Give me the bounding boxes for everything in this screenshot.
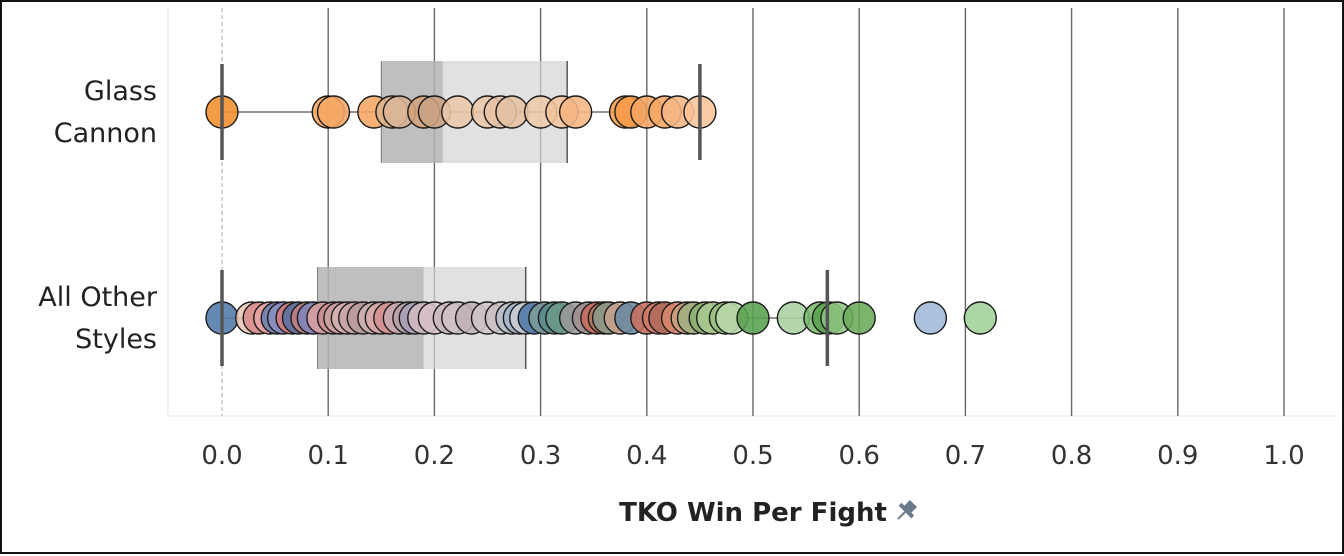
pin-icon[interactable] [892, 497, 920, 525]
x-tick-label-0.8: 0.8 [1051, 441, 1092, 471]
x-tick-label-0.4: 0.4 [626, 441, 667, 471]
x-tick-label-0.5: 0.5 [732, 441, 773, 471]
x-tick-label-0.3: 0.3 [520, 441, 561, 471]
pin-base [898, 502, 915, 519]
row-label-1-line-1: Styles [75, 324, 157, 355]
row-label-0-line-0: Glass [84, 76, 157, 107]
x-tick-label-0.9: 0.9 [1157, 441, 1198, 471]
x-tick-label-1.0: 1.0 [1263, 441, 1304, 471]
pin-needle [897, 511, 906, 520]
data-point-0-2[interactable] [316, 95, 351, 129]
data-point-1-59[interactable] [913, 301, 948, 335]
x-tick-label-0.7: 0.7 [945, 441, 986, 471]
data-point-0-14[interactable] [558, 95, 593, 129]
x-tick-label-0.2: 0.2 [414, 441, 455, 471]
pin-head [903, 499, 918, 514]
data-point-1-60[interactable] [963, 301, 997, 335]
x-tick-label-0.6: 0.6 [839, 441, 880, 471]
x-axis-title: TKO Win Per Fight [619, 498, 887, 528]
data-point-0-11[interactable] [495, 95, 529, 129]
x-tick-label-0.1: 0.1 [308, 441, 349, 471]
data-point-0-8[interactable] [441, 95, 475, 129]
data-point-1-53[interactable] [736, 301, 770, 335]
row-label-1-line-0: All Other [38, 282, 158, 313]
data-point-1-58[interactable] [842, 301, 876, 335]
row-label-0-line-1: Cannon [54, 118, 157, 149]
x-tick-label-0.0: 0.0 [201, 441, 242, 471]
